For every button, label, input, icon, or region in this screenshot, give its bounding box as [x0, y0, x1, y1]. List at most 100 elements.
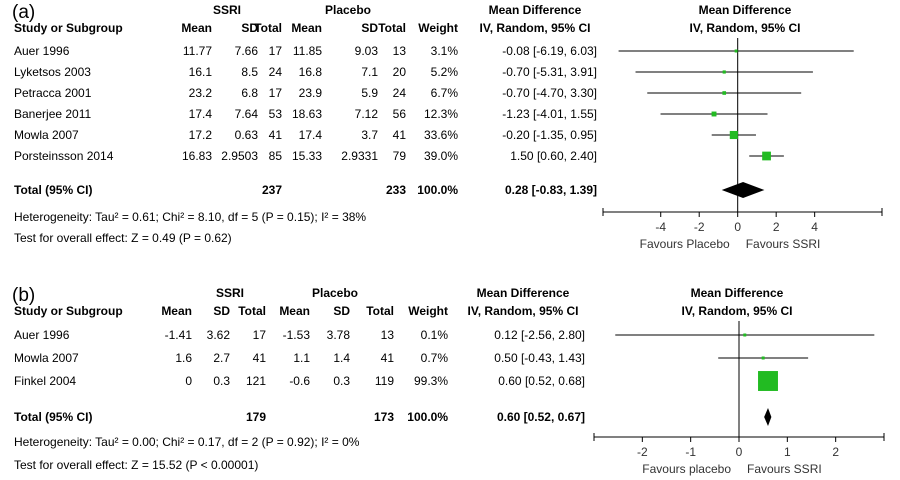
total-ci: 0.28 [-0.83, 1.39] — [504, 183, 597, 197]
weight-sum: 100.0% — [407, 410, 448, 424]
weight-cell: 99.3% — [413, 374, 448, 388]
effect-method-header-plot: IV, Random, 95% CI — [681, 304, 793, 318]
mean2-cell: -0.6 — [289, 374, 310, 388]
sd2-cell: 7.1 — [361, 65, 378, 79]
favours-right-label: Favours SSRI — [746, 237, 821, 251]
mean2-cell: -1.53 — [282, 328, 310, 342]
sd2-cell: 9.03 — [354, 44, 378, 58]
weight-cell: 6.7% — [430, 86, 458, 100]
forest-panel-b: (b) SSRI Placebo Mean Difference Mean Di… — [0, 283, 900, 480]
weight-cell: 5.2% — [430, 65, 458, 79]
weight-square — [722, 70, 726, 74]
study-header: Study or Subgroup — [14, 304, 123, 318]
favours-right-label: Favours SSRI — [747, 462, 822, 476]
weight-square — [729, 130, 738, 140]
ci-cell: 1.50 [0.60, 2.40] — [510, 149, 597, 163]
sd2-cell: 7.12 — [354, 107, 378, 121]
study-name: Lyketsos 2003 — [14, 65, 91, 79]
mean2-cell: 11.85 — [292, 44, 322, 58]
total2-sum: 173 — [373, 410, 394, 424]
study-name: Petracca 2001 — [14, 86, 92, 100]
favours-left-label: Favours placebo — [642, 462, 731, 476]
pooled-diamond — [721, 182, 765, 198]
weight-square — [762, 151, 771, 161]
weight-cell: 39.0% — [423, 149, 458, 163]
effect-title-header-plot: Mean Difference — [690, 286, 784, 300]
total1-cell: 121 — [245, 374, 266, 388]
sd1-cell: 2.7 — [213, 351, 230, 365]
x-tick-label: -4 — [655, 220, 666, 234]
study-name: Auer 1996 — [14, 44, 70, 58]
weight-header: Weight — [408, 304, 448, 318]
weight-header: Weight — [418, 21, 458, 35]
mean2-header: Mean — [279, 304, 310, 318]
heterogeneity-text: Heterogeneity: Tau² = 0.00; Chi² = 0.17,… — [14, 435, 360, 449]
x-tick-label: 2 — [773, 220, 780, 234]
x-tick-label: 2 — [832, 445, 839, 459]
total-label: Total (95% CI) — [14, 183, 93, 197]
ci-cell: 0.50 [-0.43, 1.43] — [494, 351, 585, 365]
mean2-cell: 1.1 — [293, 351, 310, 365]
mean2-cell: 17.4 — [298, 128, 322, 142]
weight-square — [761, 356, 765, 360]
study-name: Auer 1996 — [14, 328, 70, 342]
mean1-cell: 11.77 — [182, 44, 212, 58]
x-tick-label: 0 — [736, 445, 743, 459]
weight-square — [711, 111, 717, 117]
total-label: Total (95% CI) — [14, 410, 93, 424]
effect-title-header: Mean Difference — [476, 286, 570, 300]
x-tick-label: 1 — [784, 445, 791, 459]
total2-cell: 13 — [380, 328, 394, 342]
x-tick-label: 0 — [734, 220, 741, 234]
effect-method-header: IV, Random, 95% CI — [479, 21, 591, 35]
group2-header: Placebo — [324, 3, 372, 17]
total1-cell: 53 — [268, 107, 282, 121]
mean2-cell: 16.8 — [298, 65, 322, 79]
mean1-cell: 23.2 — [188, 86, 212, 100]
effect-title-header: Mean Difference — [488, 3, 582, 17]
sd1-cell: 0.63 — [234, 128, 258, 142]
sd1-cell: 6.8 — [241, 86, 258, 100]
sd1-cell: 2.9503 — [221, 149, 258, 163]
study-name: Mowla 2007 — [14, 351, 79, 365]
weight-square — [734, 49, 738, 53]
total1-cell: 41 — [252, 351, 266, 365]
sd1-cell: 7.66 — [234, 44, 258, 58]
forest-plot-a: -4 -2 0 2 4 Favours Placebo Favours SSRI — [602, 38, 883, 251]
ci-cell: -0.70 [-4.70, 3.30] — [502, 86, 597, 100]
group2-header: Placebo — [311, 286, 359, 300]
sd2-cell: 2.9331 — [341, 149, 378, 163]
weight-cell: 12.3% — [423, 107, 458, 121]
mean1-cell: 1.6 — [175, 351, 192, 365]
mean1-header: Mean — [181, 21, 212, 35]
effect-title-header-plot: Mean Difference — [698, 3, 792, 17]
overall-effect-text: Test for overall effect: Z = 15.52 (P < … — [14, 458, 259, 472]
heterogeneity-text: Heterogeneity: Tau² = 0.61; Chi² = 8.10,… — [14, 210, 367, 224]
ci-cell: 0.60 [0.52, 0.68] — [498, 374, 585, 388]
x-tick-label: -1 — [685, 445, 696, 459]
effect-method-header: IV, Random, 95% CI — [467, 304, 579, 318]
sd1-cell: 0.3 — [213, 374, 230, 388]
sd2-header: SD — [333, 304, 350, 318]
total1-cell: 17 — [268, 44, 282, 58]
total1-cell: 17 — [252, 328, 266, 342]
forest-panel-a: (a) SSRI Placebo Mean Difference Mean Di… — [12, 2, 883, 251]
ci-cell: -0.08 [-6.19, 6.03] — [502, 44, 597, 58]
mean1-cell: -1.41 — [164, 328, 192, 342]
weight-cell: 0.7% — [420, 351, 448, 365]
sd1-cell: 7.64 — [234, 107, 258, 121]
weight-cell: 0.1% — [420, 328, 448, 342]
effect-method-header-plot: IV, Random, 95% CI — [689, 21, 801, 35]
mean1-cell: 16.1 — [188, 65, 212, 79]
sd2-cell: 0.3 — [333, 374, 350, 388]
sd2-cell: 3.78 — [326, 328, 350, 342]
sd1-cell: 8.5 — [241, 65, 258, 79]
mean2-cell: 15.33 — [291, 149, 322, 163]
total-ci: 0.60 [0.52, 0.67] — [496, 410, 585, 424]
total2-cell: 20 — [392, 65, 406, 79]
ci-cell: 0.12 [-2.56, 2.80] — [494, 328, 585, 342]
ci-cell: -1.23 [-4.01, 1.55] — [502, 107, 597, 121]
mean2-header: Mean — [291, 21, 322, 35]
pooled-diamond — [764, 408, 772, 426]
total2-sum: 233 — [385, 183, 406, 197]
